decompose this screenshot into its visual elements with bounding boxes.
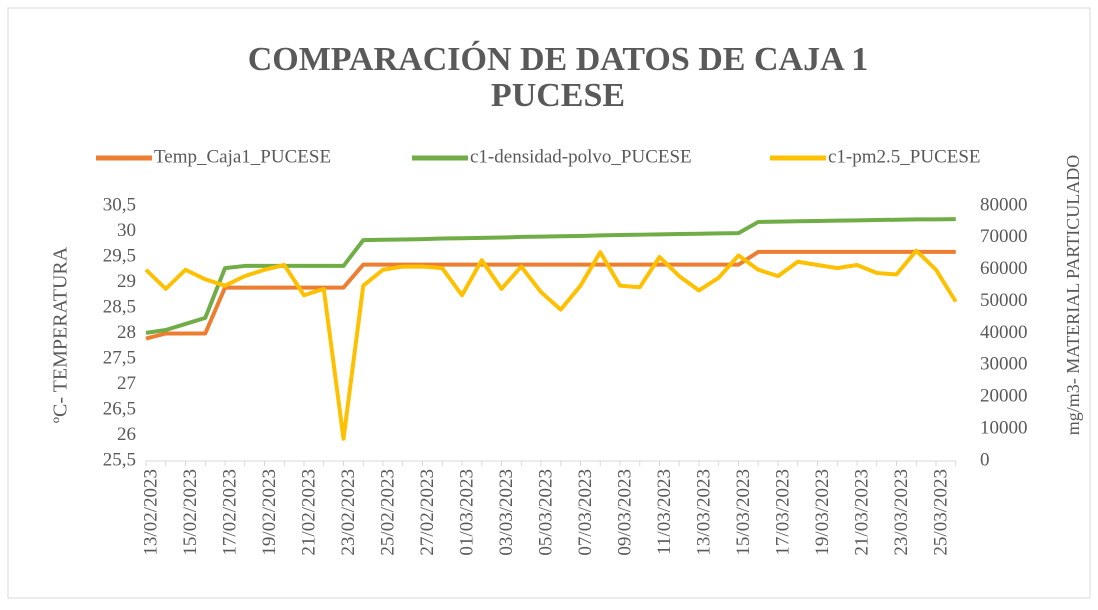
y2-tick-label: 0 bbox=[980, 449, 990, 470]
y2-tick-label: 70000 bbox=[980, 226, 1028, 247]
y-tick-label: 30 bbox=[117, 220, 136, 241]
x-tick-label: 13/03/2023 bbox=[693, 469, 714, 556]
series-line bbox=[145, 249, 956, 341]
x-tick-label: 27/02/2023 bbox=[417, 469, 438, 556]
y-tick-label: 28 bbox=[117, 322, 136, 343]
y-tick-label: 27,5 bbox=[103, 347, 136, 368]
x-tick-label: 25/03/2023 bbox=[930, 469, 951, 556]
y-tick-label: 27 bbox=[117, 373, 136, 394]
x-tick-label: 23/02/2023 bbox=[338, 469, 359, 556]
y-tick-label: 26 bbox=[117, 424, 136, 445]
x-tick-label: 13/02/2023 bbox=[140, 469, 161, 556]
y-tick-label: 29 bbox=[117, 271, 136, 292]
y2-tick-label: 10000 bbox=[980, 417, 1028, 438]
legend-label: c1-pm2.5_PUCESE bbox=[828, 146, 981, 167]
y2-tick-label: 20000 bbox=[980, 386, 1028, 407]
y-tick-label: 28,5 bbox=[103, 296, 136, 317]
y-tick-label: 30,5 bbox=[103, 194, 136, 215]
x-tick-label: 25/02/2023 bbox=[377, 469, 398, 556]
chart-title: PUCESE bbox=[491, 77, 625, 114]
x-tick-label: 17/02/2023 bbox=[219, 469, 240, 556]
x-tick-label: 07/03/2023 bbox=[575, 469, 596, 556]
y-axis-label: ºC- TEMPERATURA bbox=[50, 246, 72, 423]
series-line bbox=[144, 248, 958, 441]
y2-tick-label: 40000 bbox=[980, 322, 1028, 343]
y2-tick-label: 60000 bbox=[980, 258, 1028, 279]
x-tick-label: 21/02/2023 bbox=[298, 469, 319, 556]
x-tick-label: 01/03/2023 bbox=[456, 469, 477, 556]
x-tick-label: 19/03/2023 bbox=[812, 469, 833, 556]
x-tick-label: 15/02/2023 bbox=[180, 469, 201, 556]
y-tick-label: 25,5 bbox=[103, 449, 136, 470]
y2-tick-label: 80000 bbox=[980, 194, 1028, 215]
x-tick-label: 21/03/2023 bbox=[851, 469, 872, 556]
y2-axis-label: mg/m3- MATERIAL PARTICULADO bbox=[1063, 155, 1083, 436]
y2-tick-label: 50000 bbox=[980, 290, 1028, 311]
x-tick-label: 23/03/2023 bbox=[891, 469, 912, 556]
y-tick-label: 26,5 bbox=[103, 398, 136, 419]
legend-label: Temp_Caja1_PUCESE bbox=[154, 146, 331, 167]
y2-tick-label: 30000 bbox=[980, 354, 1028, 375]
x-tick-label: 09/03/2023 bbox=[614, 469, 635, 556]
legend-label: c1-densidad-polvo_PUCESE bbox=[470, 146, 692, 167]
y-tick-label: 29,5 bbox=[103, 245, 136, 266]
chart-title: COMPARACIÓN DE DATOS DE CAJA 1 bbox=[248, 40, 869, 78]
x-tick-label: 15/03/2023 bbox=[733, 469, 754, 556]
x-tick-label: 05/03/2023 bbox=[535, 469, 556, 556]
x-tick-label: 17/03/2023 bbox=[772, 469, 793, 556]
chart-frame bbox=[7, 7, 1091, 599]
x-tick-label: 03/03/2023 bbox=[496, 469, 517, 556]
x-tick-label: 19/02/2023 bbox=[259, 469, 280, 556]
x-tick-label: 11/03/2023 bbox=[654, 469, 675, 555]
